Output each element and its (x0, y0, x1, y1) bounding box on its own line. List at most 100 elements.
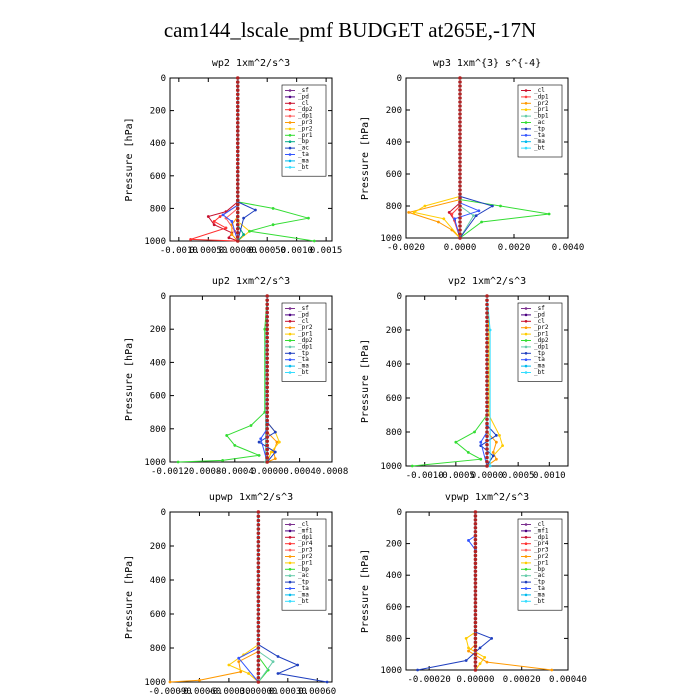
data-point (257, 453, 261, 457)
data-point (494, 440, 498, 444)
panel-title: up2 1xm^2/s^3 (212, 276, 290, 287)
zero-profile-point (485, 302, 489, 307)
legend-label: _tp (534, 350, 545, 357)
legend-marker (524, 134, 528, 137)
data-point (259, 437, 263, 441)
zero-profile-point (235, 222, 240, 227)
x-tick-label: -0.0010 (406, 471, 444, 481)
zero-profile-point (265, 393, 270, 398)
y-tick-label: 800 (150, 204, 166, 214)
zero-profile-point (265, 414, 270, 419)
legend-marker (524, 108, 528, 111)
data-point (467, 646, 470, 650)
zero-profile-point (265, 451, 270, 456)
legend-label: _pr2 (298, 125, 313, 132)
zero-profile-point (473, 605, 478, 609)
legend-label: _mf1 (534, 527, 549, 534)
zero-profile-point (235, 182, 240, 186)
y-tick-label: 400 (150, 139, 166, 149)
legend-marker (288, 371, 292, 374)
data-point (410, 464, 414, 468)
data-point (212, 220, 216, 223)
data-point (312, 239, 316, 243)
zero-profile-point (485, 404, 489, 409)
zero-profile-point (265, 460, 270, 464)
zero-profile-point (235, 214, 240, 219)
legend-marker (288, 153, 292, 156)
y-tick-label: 600 (150, 610, 166, 620)
zero-profile-point (256, 578, 261, 582)
y-tick-label: 800 (386, 202, 402, 212)
series-line-dp2 (412, 296, 488, 467)
chart-panel-wp3: wp3 1xm^{3} s^{-4} 0 200 400 600 800 1000-0.00… (360, 58, 584, 253)
legend-label: _ta (534, 356, 545, 363)
x-tick-label: -0.0008 (183, 467, 221, 477)
legend-marker (524, 587, 528, 590)
legend-marker (288, 313, 292, 317)
zero-profile-point (485, 315, 489, 320)
data-point (247, 672, 250, 675)
zero-profile-point (473, 624, 478, 629)
zero-profile-point (235, 84, 240, 88)
zero-profile-point (256, 650, 261, 655)
zero-profile-point (458, 136, 462, 140)
legend-box (281, 302, 327, 382)
x-tick-label: 0.0000 (444, 243, 477, 253)
zero-profile-point (265, 314, 270, 319)
legend-marker (524, 89, 528, 92)
zero-profile-point (235, 235, 240, 239)
legend-label: _dp1 (534, 93, 549, 100)
legend-label: _sf (298, 87, 309, 94)
zero-profile-point (485, 421, 489, 426)
zero-profile-point (235, 96, 240, 101)
zero-profile-point (485, 459, 489, 464)
plot-frame (405, 77, 569, 239)
zero-profile-point (256, 535, 261, 540)
y-tick-label: 800 (150, 644, 166, 654)
zero-profile-point (458, 204, 462, 208)
legend-label: _pr2 (298, 553, 313, 560)
zero-profile-point (256, 667, 261, 672)
data-point (464, 659, 468, 662)
zero-profile-point (485, 332, 489, 337)
zero-profile-point (265, 373, 270, 377)
legend-marker (524, 127, 528, 131)
zero-profile-point (458, 112, 462, 116)
x-tick-label: 0.00000 (239, 687, 277, 697)
zero-profile-point (458, 76, 462, 80)
legend-label: _pr1 (534, 331, 549, 338)
zero-profile-point (485, 340, 489, 345)
y-tick-label: 800 (150, 425, 166, 435)
legend-label: _dp1 (298, 534, 313, 541)
series-line-dp2 (190, 78, 239, 242)
zero-profile-point (265, 339, 270, 344)
data-point (480, 220, 483, 224)
zero-profile-point (256, 586, 261, 591)
data-point (477, 209, 481, 213)
data-point (273, 457, 277, 461)
x-tick-label: 0.00060 (298, 687, 336, 697)
x-tick-label: 0.0010 (533, 471, 566, 481)
legend-label: _pr2 (298, 324, 313, 331)
zero-profile-point (235, 92, 240, 97)
plot-frame (405, 511, 569, 671)
zero-profile-point (256, 582, 261, 587)
x-tick-label: 0.00050 (248, 246, 286, 256)
zero-profile-point (473, 660, 478, 664)
zero-profile-point (235, 108, 240, 113)
legend-label: _ac (298, 572, 309, 579)
zero-profile-point (235, 133, 240, 137)
legend-label: _pr3 (534, 547, 549, 554)
legend-marker (288, 134, 292, 137)
zero-profile-point (235, 206, 240, 211)
legend-marker (524, 345, 528, 349)
x-tick-label: -0.0012 (151, 467, 189, 477)
zero-profile-point (458, 180, 462, 184)
data-point (454, 440, 458, 444)
x-tick-label: -0.00060 (178, 687, 221, 697)
zero-profile-point (235, 226, 240, 231)
zero-profile-point (458, 160, 462, 164)
legend-label: _ta (534, 585, 545, 592)
legend-marker (288, 140, 292, 143)
legend-label: _dp1 (534, 343, 549, 350)
